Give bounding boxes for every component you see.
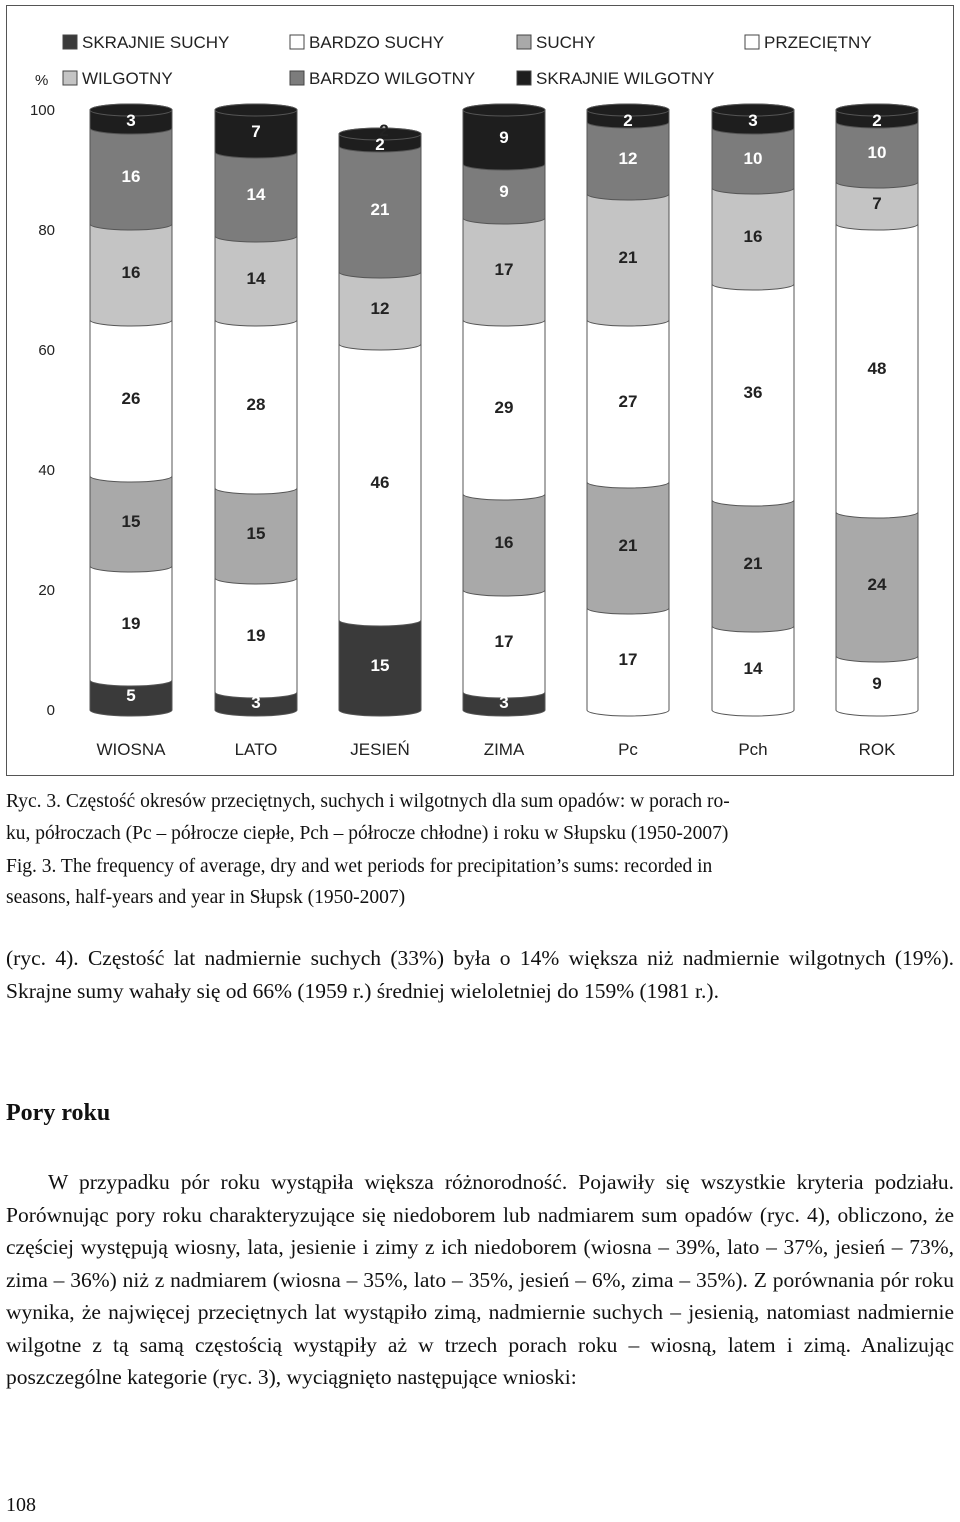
- body-paragraph-2: W przypadku pór roku wystąpiła większa r…: [6, 1170, 954, 1389]
- data-label: 3: [499, 693, 508, 712]
- caption-pl-line-2: ku, półroczach (Pc – półrocze ciepłe, Pc…: [6, 823, 729, 844]
- data-label: 16: [495, 533, 514, 552]
- data-label: 2: [623, 111, 632, 130]
- data-label: 29: [495, 398, 514, 417]
- data-label: 9: [872, 674, 881, 693]
- legend-swatch: [516, 34, 532, 50]
- caption-pl-line-1: Ryc. 3. Częstość okresów przeciętnych, s…: [6, 791, 730, 812]
- data-label: 9: [499, 182, 508, 201]
- body-paragraph-1: (ryc. 4). Częstość lat nadmiernie suchyc…: [6, 946, 954, 1003]
- data-label: 16: [122, 263, 141, 282]
- bar-top-cap: [586, 103, 670, 117]
- data-label: 15: [247, 524, 266, 543]
- data-label: 3: [251, 693, 260, 712]
- data-label: 2: [872, 111, 881, 130]
- chart-figure: SKRAJNIE SUCHY BARDZO SUCHY SUCHY PRZECIĘTN…: [6, 5, 954, 776]
- legend-label: BARDZO SUCHY: [309, 33, 444, 52]
- legend-label: SKRAJNIE WILGOTNY: [536, 69, 715, 88]
- data-label: 2: [375, 135, 384, 154]
- legend-swatch: [744, 34, 760, 50]
- bar-top-cap: [338, 127, 422, 141]
- data-label: 12: [619, 149, 638, 168]
- data-label: 14: [247, 185, 266, 204]
- data-label: 17: [495, 260, 514, 279]
- data-label: 21: [744, 554, 763, 573]
- legend-label: SUCHY: [536, 33, 596, 52]
- y-tick-label: 80: [38, 222, 55, 239]
- bar-top-cap: [214, 103, 298, 117]
- legend-label: BARDZO WILGOTNY: [309, 69, 475, 88]
- x-tick-label: WIOSNA: [97, 740, 167, 759]
- y-tick-label: 100: [30, 102, 55, 119]
- y-tick-label: 20: [38, 582, 55, 599]
- legend-label: WILGOTNY: [82, 69, 173, 88]
- data-label: 21: [371, 200, 390, 219]
- data-label: 3: [748, 111, 757, 130]
- page-number: 108: [6, 1494, 36, 1516]
- legend-swatch: [62, 34, 78, 50]
- data-label: 19: [122, 614, 141, 633]
- data-label: 5: [126, 686, 135, 705]
- data-label: 12: [371, 299, 390, 318]
- data-label: 46: [371, 473, 390, 492]
- bar-top-cap: [462, 103, 546, 117]
- data-label: 10: [868, 143, 887, 162]
- data-label: 7: [872, 194, 881, 213]
- legend-swatch: [516, 70, 532, 86]
- x-tick-label: ROK: [859, 740, 897, 759]
- legend-swatch: [289, 34, 305, 50]
- caption-en-line-1: Fig. 3. The frequency of average, dry an…: [6, 856, 713, 877]
- bar-top-cap: [711, 103, 795, 117]
- stacked-bar-chart: SKRAJNIE SUCHY BARDZO SUCHY SUCHY PRZECIĘTN…: [30, 33, 919, 759]
- data-label: 7: [251, 122, 260, 141]
- bar-top-cap: [89, 103, 173, 117]
- data-label: 28: [247, 395, 266, 414]
- data-label: 16: [122, 167, 141, 186]
- bar-top-cap: [835, 103, 919, 117]
- data-label: 27: [619, 392, 638, 411]
- x-tick-label: Pc: [618, 740, 638, 759]
- x-tick-label: ZIMA: [484, 740, 525, 759]
- data-label: 26: [122, 389, 141, 408]
- caption-en-line-2: seasons, half-years and year in Słupsk (…: [6, 887, 406, 908]
- data-label: 17: [495, 632, 514, 651]
- legend-label: SKRAJNIE SUCHY: [82, 33, 229, 52]
- data-label: 16: [744, 227, 763, 246]
- data-label-extra: 2: [379, 121, 388, 140]
- data-label: 21: [619, 248, 638, 267]
- data-label: 17: [619, 650, 638, 669]
- data-label: 48: [868, 359, 887, 378]
- data-label: 14: [744, 659, 763, 678]
- data-label-extra: 2: [365, 111, 374, 130]
- data-label: 10: [744, 149, 763, 168]
- legend-label: PRZECIĘTNY: [764, 33, 872, 52]
- legend-swatch: [289, 70, 305, 86]
- data-label: 21: [619, 536, 638, 555]
- x-tick-label: JESIEŃ: [350, 740, 410, 759]
- data-label: 9: [499, 128, 508, 147]
- x-tick-label: LATO: [235, 740, 278, 759]
- data-label: 19: [247, 626, 266, 645]
- data-label: 14: [247, 269, 266, 288]
- data-label: 24: [868, 575, 887, 594]
- y-axis-label: %: [35, 72, 48, 89]
- y-tick-label: 60: [38, 342, 55, 359]
- data-label: 3: [126, 111, 135, 130]
- legend-swatch: [62, 70, 78, 86]
- y-tick-label: 40: [38, 462, 55, 479]
- data-label: 36: [744, 383, 763, 402]
- data-label: 15: [122, 512, 141, 531]
- x-tick-label: Pch: [738, 740, 767, 759]
- data-label: 15: [371, 656, 390, 675]
- section-heading: Pory roku: [6, 1100, 111, 1126]
- y-tick-label: 0: [47, 702, 55, 719]
